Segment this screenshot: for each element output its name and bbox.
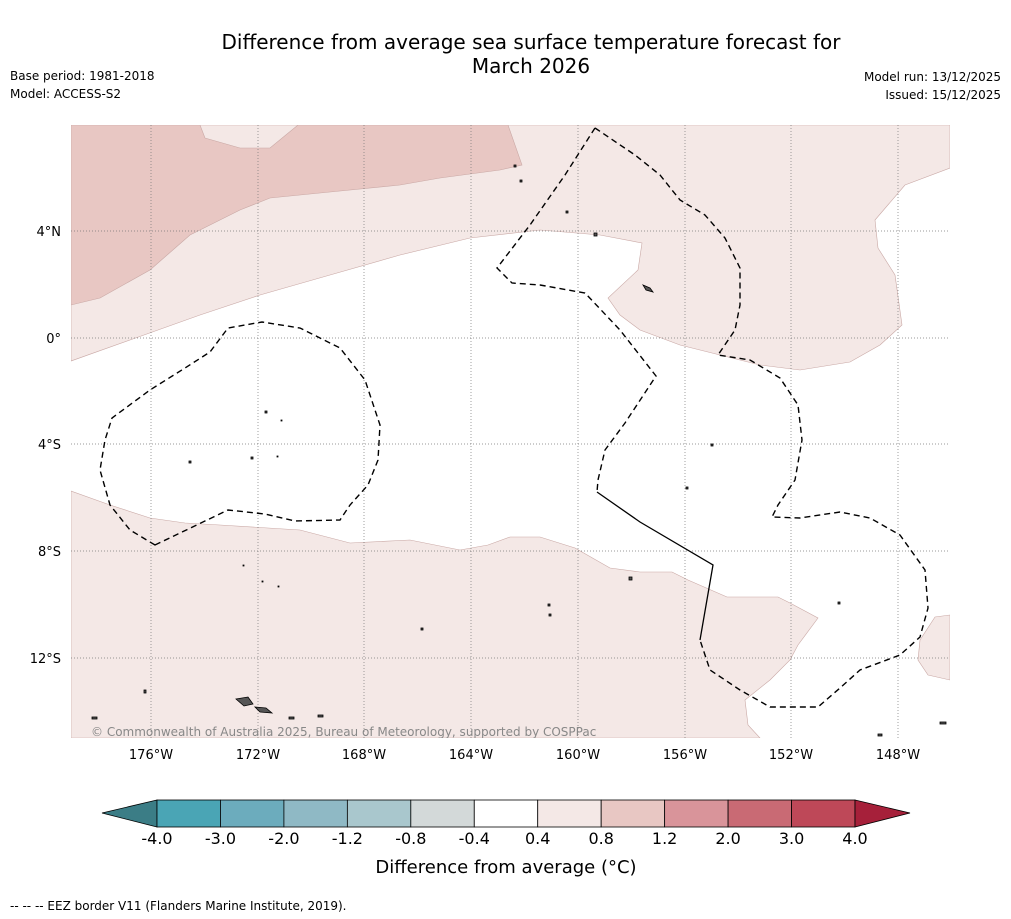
title-line-2: March 2026 [471,54,591,78]
anomaly-region-north-dark [71,125,523,306]
eez-borders [99,127,929,708]
colorbar: -4.0 -3.0 -2.0 -1.2 -0.8 -0.4 0.4 0.8 1.2 2.0 3.0 4… [101,799,911,878]
colorbar-tick-label: -1.2 [332,829,363,848]
colorbar-label: Difference from average (°C) [375,857,636,878]
colorbar-segment [791,799,856,828]
lon-label: 164°W [449,748,493,763]
lat-label: 4°S [38,438,61,453]
lon-label: 160°W [556,748,600,763]
colorbar-tick-label: -4.0 [141,829,172,848]
eez-tokelau-samoa [99,321,381,546]
lat-label: 8°S [38,545,61,560]
lon-label: 156°W [663,748,707,763]
lat-label: 4°N [37,225,62,240]
lon-label: 172°W [236,748,280,763]
issued-text: Issued: 15/12/2025 [885,88,1001,102]
eez-kiribati-line [496,127,657,493]
colorbar-tick-label: 0.4 [525,829,550,848]
colorbar-tick-label: -0.8 [395,829,426,848]
lon-label: 148°W [876,748,920,763]
anomaly-region-southeast [917,614,950,681]
colorbar-segments [156,799,856,828]
meta-left: Base period: 1981-2018 Model: ACCESS-S2 [10,67,155,103]
island-upolu [235,696,254,707]
lat-label: 12°S [30,652,61,667]
graticule [71,125,950,738]
colorbar-tick-label: 2.0 [715,829,740,848]
colorbar-segment [727,799,792,828]
colorbar-segment [664,799,729,828]
colorbar-max-arrow [854,799,911,828]
colorbar-min-arrow [101,799,158,828]
colorbar-tick-label: -3.0 [205,829,236,848]
colorbar-segment [537,799,602,828]
chart-title: Difference from average sea surface temp… [0,30,1011,78]
colorbar-segment [600,799,666,828]
model-run-text: Model run: 13/12/2025 [863,70,1001,84]
title-line-1: Difference from average sea surface temp… [221,30,841,54]
colorbar-tick-label: -2.0 [268,829,299,848]
colorbar-segment [156,799,221,828]
colorbar-segment [346,799,412,828]
footer-eez-note: -- -- -- EEZ border V11 (Flanders Marine… [10,899,347,913]
lon-label: 168°W [342,748,386,763]
island-kiritimati [642,284,655,293]
island-savaii [253,706,274,714]
anomaly-region-south [71,490,819,738]
meta-right: Model run: 13/12/2025 Issued: 15/12/2025 [864,68,1001,104]
islands [91,164,947,737]
colorbar-tick-label: 3.0 [779,829,804,848]
base-period-text: Base period: 1981-2018 [10,69,155,83]
colorbar-segment [220,799,285,828]
map-copyright: © Commonwealth of Australia 2025, Bureau… [91,725,596,739]
lon-label: 152°W [769,748,813,763]
eez-solid-segment [596,491,714,641]
colorbar-segment [410,799,475,828]
lon-label: 176°W [129,748,173,763]
colorbar-tick-labels: -4.0 -3.0 -2.0 -1.2 -0.8 -0.4 0.4 0.8 1.2 2.0 3.0 4… [141,829,867,848]
lat-label: 0° [46,332,61,347]
colorbar-tick-label: -0.4 [459,829,490,848]
map-panel: © Commonwealth of Australia 2025, Bureau… [71,125,950,739]
colorbar-segment [283,799,348,828]
model-text: Model: ACCESS-S2 [10,87,122,101]
latitude-labels: 4°N 0° 4°S 8°S 12°S [30,225,61,667]
eez-kiribati-east [594,127,929,708]
longitude-labels: 176°W 172°W 168°W 164°W 160°W 156°W 152°… [129,748,920,763]
colorbar-tick-label: 4.0 [842,829,867,848]
colorbar-segment [473,799,539,828]
colorbar-tick-label: 1.2 [652,829,677,848]
colorbar-tick-label: 0.8 [588,829,613,848]
